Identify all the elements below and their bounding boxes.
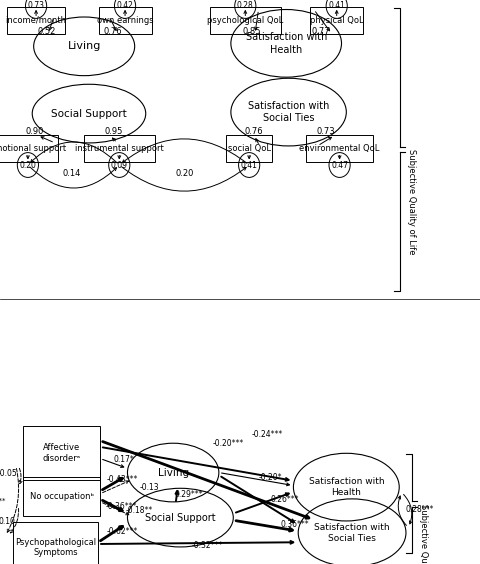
Text: 0.17*: 0.17* [113, 455, 134, 464]
Text: 0.73: 0.73 [316, 127, 335, 136]
Text: 0.36***: 0.36*** [279, 520, 308, 529]
Text: 0.20: 0.20 [19, 161, 36, 170]
Text: 0.95: 0.95 [105, 127, 123, 136]
Text: Subjective Quality of Life: Subjective Quality of Life [407, 149, 415, 255]
Text: physical QoL: physical QoL [309, 16, 363, 25]
Text: Satisfaction with
Health: Satisfaction with Health [308, 477, 384, 497]
Text: Social Support: Social Support [51, 109, 127, 118]
Text: Psychopathological
Symptoms: Psychopathological Symptoms [15, 538, 96, 557]
Text: 0.52: 0.52 [38, 27, 56, 36]
Text: 0.90: 0.90 [26, 127, 44, 136]
Text: -
.18***: - .18*** [0, 491, 6, 504]
Text: 0.28: 0.28 [237, 2, 253, 11]
Text: 0.76: 0.76 [244, 127, 262, 136]
Text: income/month: income/month [6, 16, 66, 25]
Text: own earnings: own earnings [96, 16, 153, 25]
Text: -0.32***: -0.32*** [191, 541, 222, 550]
FancyArrowPatch shape [19, 468, 22, 483]
FancyArrowPatch shape [31, 142, 117, 163]
Text: 0.85: 0.85 [242, 27, 261, 36]
Text: Satisfaction with
Social Ties: Satisfaction with Social Ties [247, 101, 329, 124]
Text: 0.41: 0.41 [240, 161, 257, 170]
FancyArrowPatch shape [122, 139, 246, 164]
Text: 0.14: 0.14 [62, 169, 80, 178]
Text: 0.41: 0.41 [327, 2, 345, 11]
FancyArrowPatch shape [30, 167, 116, 188]
Text: -0.05: -0.05 [0, 469, 17, 478]
Text: instrumental support: instrumental support [75, 144, 163, 153]
Text: Subjective Quality of Life: Subjective Quality of Life [419, 504, 427, 564]
FancyArrowPatch shape [121, 167, 246, 191]
Text: 0.10: 0.10 [0, 517, 16, 526]
Text: 0.76: 0.76 [104, 27, 122, 36]
Text: environmental QoL: environmental QoL [299, 144, 379, 153]
Text: -0.36***: -0.36*** [105, 502, 137, 511]
Text: Living: Living [157, 468, 188, 478]
Text: -0.43***: -0.43*** [107, 475, 138, 484]
Text: 0.29***: 0.29*** [174, 490, 203, 499]
FancyArrowPatch shape [403, 495, 411, 524]
Text: -0.24***: -0.24*** [251, 430, 282, 439]
Text: 0.09: 0.09 [110, 161, 128, 170]
FancyArrowPatch shape [397, 496, 406, 526]
Text: 0.20: 0.20 [176, 169, 194, 178]
Text: Satisfaction with
Social Ties: Satisfaction with Social Ties [313, 523, 389, 543]
Text: 0.26***: 0.26*** [270, 495, 299, 504]
Text: emotional support: emotional support [0, 144, 66, 153]
Text: -0.18**: -0.18** [126, 506, 153, 515]
FancyArrowPatch shape [7, 469, 19, 532]
Text: 0.47: 0.47 [330, 161, 348, 170]
Text: psychological QoL: psychological QoL [207, 16, 283, 25]
Text: -0.20*: -0.20* [259, 473, 282, 482]
Text: social QoL: social QoL [227, 144, 270, 153]
Text: -0.20***: -0.20*** [213, 439, 243, 448]
Text: Social Support: Social Support [145, 513, 215, 523]
Text: 0.42: 0.42 [116, 2, 133, 11]
Text: -0.62***: -0.62*** [107, 527, 138, 536]
Text: No occupationᵇ: No occupationᵇ [29, 492, 94, 501]
Text: 0.28***: 0.28*** [405, 505, 433, 514]
Text: 0.77: 0.77 [312, 27, 330, 36]
Text: Satisfaction with
Health: Satisfaction with Health [245, 32, 326, 55]
Text: Living: Living [67, 41, 101, 51]
Text: -0.13: -0.13 [139, 483, 158, 492]
Text: Affective
disorderᵃ: Affective disorderᵃ [42, 443, 81, 463]
FancyArrowPatch shape [11, 509, 19, 533]
Text: 0.73: 0.73 [27, 2, 45, 11]
